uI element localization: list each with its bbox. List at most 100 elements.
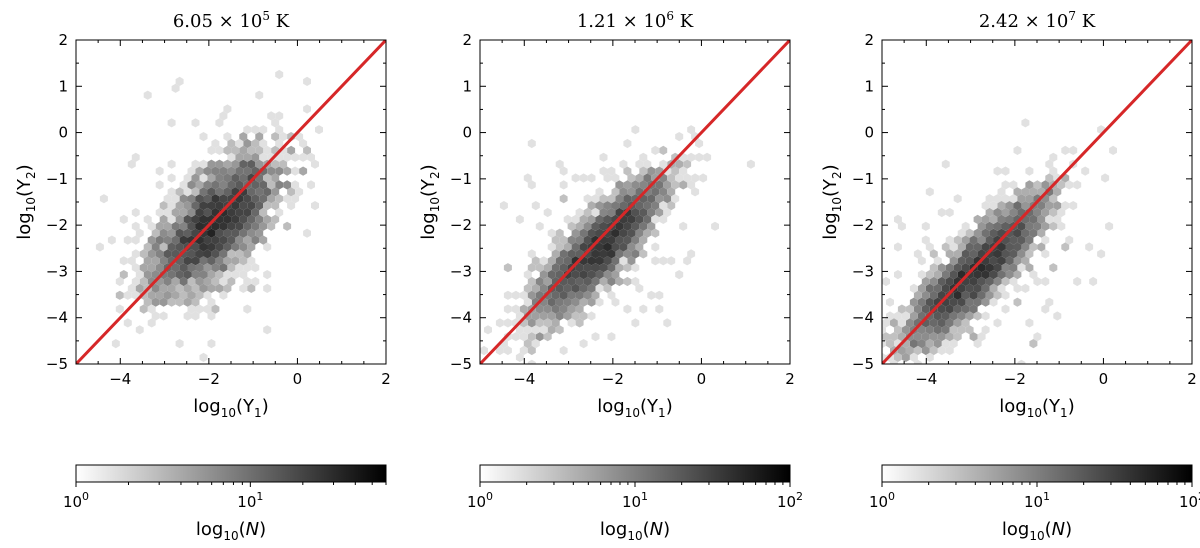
hexbin-cell: [591, 276, 600, 287]
identity-line: [76, 40, 386, 364]
hexbin-cell: [203, 166, 212, 176]
hexbin-cell: [195, 166, 204, 176]
hexbin-cell: [587, 214, 596, 224]
hexbin-cell: [195, 221, 204, 231]
hexbin-cell: [1005, 256, 1014, 266]
hexbin-cell: [615, 180, 624, 190]
hexbin-cell: [547, 297, 556, 307]
hexbin-cell: [631, 249, 640, 259]
hexbin-cell: [969, 249, 978, 259]
hexbin-cell: [255, 159, 264, 169]
hexbin-cell: [243, 166, 252, 176]
hexbin-cell: [527, 290, 536, 300]
hexbin-layer: [882, 118, 1117, 364]
colorbar-gradient: [881, 464, 1193, 483]
hexbin-cell: [187, 180, 196, 190]
hexbin-cell: [543, 304, 552, 314]
hexbin-cell: [539, 311, 548, 321]
hexbin-cell: [1017, 221, 1026, 231]
hexbin-cell: [163, 235, 172, 245]
hexbin-cell: [1061, 145, 1070, 155]
hexbin-cell: [901, 325, 910, 335]
hexbin-cell: [894, 311, 902, 321]
hexbin-cell: [1045, 201, 1054, 211]
hexbin-cell: [187, 166, 196, 176]
hexbin-cell: [1069, 145, 1078, 155]
hexbin-cell: [251, 180, 260, 190]
hexbin-cell: [917, 297, 926, 307]
hexbin-cell: [595, 297, 604, 307]
hexbin-cell: [283, 180, 292, 190]
hexbin-cell: [155, 221, 164, 231]
hexbin-cell: [679, 166, 688, 176]
hexbin-cell: [131, 235, 140, 245]
hexbin-cell: [167, 214, 176, 224]
hexbin-cell: [183, 283, 192, 293]
hexbin-cell: [961, 290, 970, 300]
hexbin-cell: [909, 339, 918, 349]
hexbin-cell: [207, 173, 216, 183]
y-tick-label: 2: [864, 31, 874, 49]
hexbin-cell: [945, 263, 954, 273]
hexbin-cell: [639, 304, 648, 314]
hexbin-cell: [894, 352, 902, 362]
hexbin-cell: [1025, 263, 1034, 273]
hexbin-cell: [199, 173, 208, 183]
hexbin-cell: [659, 201, 668, 211]
hexbin-cell: [1013, 145, 1022, 155]
hexbin-cell: [519, 304, 528, 314]
hexbin-cell: [155, 290, 164, 300]
hexbin-cell: [1049, 263, 1058, 273]
hexbin-cell: [271, 214, 280, 224]
hexbin-cell: [1041, 221, 1050, 231]
hexbin-cell: [207, 242, 216, 252]
hexbin-cell: [167, 118, 176, 128]
hexbin-cell: [183, 214, 192, 224]
hexbin-cell: [1029, 228, 1038, 238]
hexbin-cell: [191, 242, 200, 252]
colorbar-gradient: [479, 464, 791, 483]
x-tick-label: −2: [602, 370, 624, 388]
hexbin-cell: [179, 290, 188, 300]
hexbin-cell: [631, 235, 640, 245]
hexbin-cell: [267, 194, 276, 204]
hexbin-cell: [535, 304, 544, 314]
hexbin-cell: [259, 138, 268, 149]
hexbin-cell: [925, 283, 934, 293]
hexbin-cell: [183, 270, 192, 280]
hexbin-cell: [235, 221, 244, 231]
hexbin-cell: [647, 290, 656, 300]
hexbin-cell: [933, 270, 942, 280]
hexbin-cell: [207, 283, 216, 293]
hexbin-cell: [519, 290, 528, 300]
hexbin-cell: [607, 332, 616, 342]
hexbin-cell: [495, 318, 504, 328]
hexbin-cell: [251, 221, 260, 231]
hexbin-cell: [973, 311, 982, 321]
hexbin-cell: [223, 187, 232, 197]
hexbin-cell: [997, 242, 1006, 252]
hexbin-cell: [957, 325, 966, 335]
y-tick-label: 1: [462, 77, 472, 95]
hexbin-cell: [643, 214, 652, 224]
hexbin-cell: [531, 201, 540, 211]
hexbin-cell: [183, 173, 192, 183]
hexbin-cell: [643, 159, 652, 169]
hexbin-cell: [267, 221, 276, 231]
hexbin-cell: [259, 207, 268, 218]
hexbin-cell: [937, 318, 946, 328]
hexbin-cell: [523, 270, 532, 280]
hexbin-cell: [651, 228, 660, 238]
hexbin-cell: [191, 270, 200, 280]
hexbin-cell: [1049, 207, 1058, 218]
hexbin-cell: [151, 283, 160, 293]
hexbin-cell: [981, 283, 990, 293]
hexbin-cell: [615, 235, 624, 245]
hexbin-cell: [131, 152, 140, 162]
hexbin-cell: [563, 283, 572, 293]
hexbin-cell: [631, 207, 640, 218]
hexbin-cell: [1037, 214, 1046, 224]
hexbin-cell: [119, 214, 128, 224]
hexbin-cell: [973, 228, 982, 238]
hexbin-cell: [1049, 152, 1058, 162]
